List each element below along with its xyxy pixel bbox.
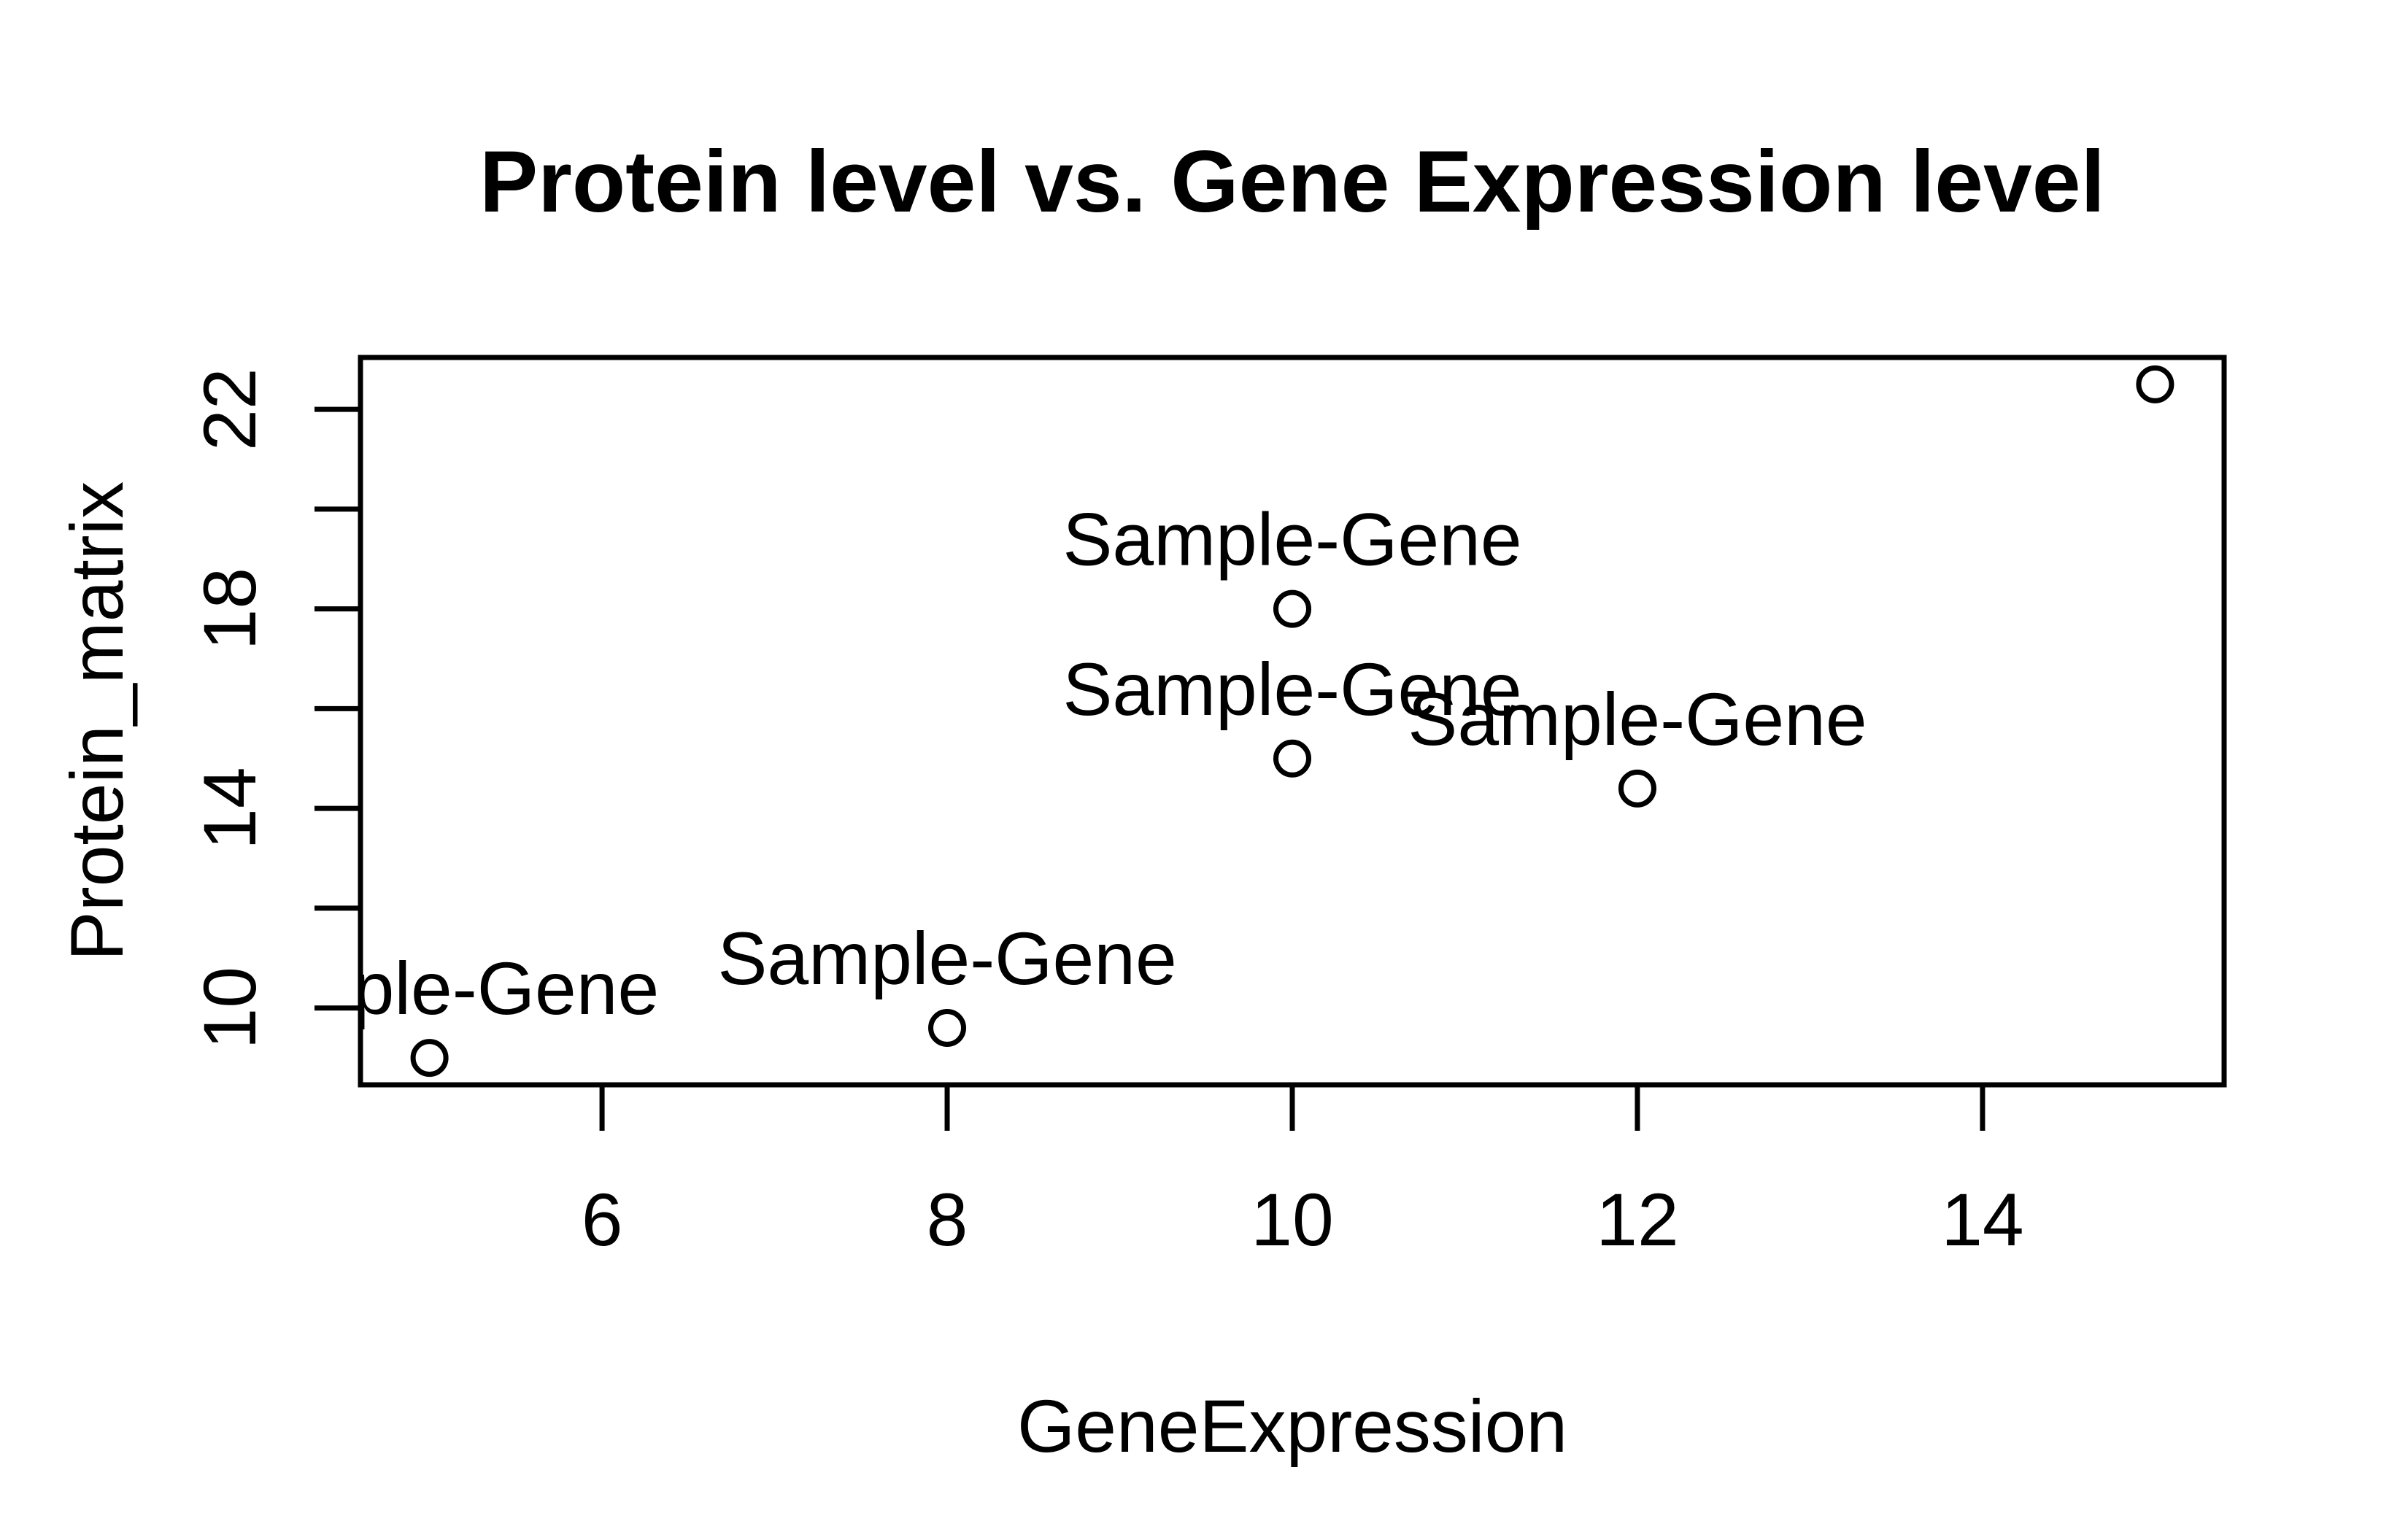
x-tick-label: 8 (927, 1178, 968, 1261)
data-point (1273, 589, 1311, 628)
point-label: Sample-Gene (1062, 648, 1521, 731)
point-label: Sample-Gene (1062, 498, 1521, 581)
y-tick-label: 14 (188, 767, 271, 849)
y-tick-label: 22 (188, 368, 271, 450)
x-tick-label: 12 (1596, 1178, 1678, 1261)
point-label: Sample-Gene (717, 917, 1176, 1000)
point-label: Sample-Gene (1408, 678, 1867, 761)
plot-area: Sample-Gene Sample-GeneSample-GeneSample-… (200, 274, 2385, 1078)
data-point (2136, 365, 2174, 403)
point-label: Sample-Gene (200, 947, 659, 1030)
data-point (928, 1009, 967, 1048)
x-tick-label: 6 (582, 1178, 623, 1261)
chart-title: Protein level vs. Gene Expression level (479, 133, 2105, 231)
x-tick-label: 10 (1251, 1178, 1333, 1261)
y-tick-label: 18 (188, 568, 271, 650)
data-point (1273, 739, 1311, 778)
x-tick-label: 14 (1941, 1178, 2023, 1261)
x-axis-label: GeneExpression (1017, 1385, 1567, 1468)
data-point (1618, 769, 1656, 808)
point-label: Sample-Gene (1926, 274, 2385, 357)
data-point (410, 1039, 449, 1078)
y-tick-label: 10 (188, 967, 271, 1049)
y-axis-label: Protein_matrix (55, 481, 139, 962)
